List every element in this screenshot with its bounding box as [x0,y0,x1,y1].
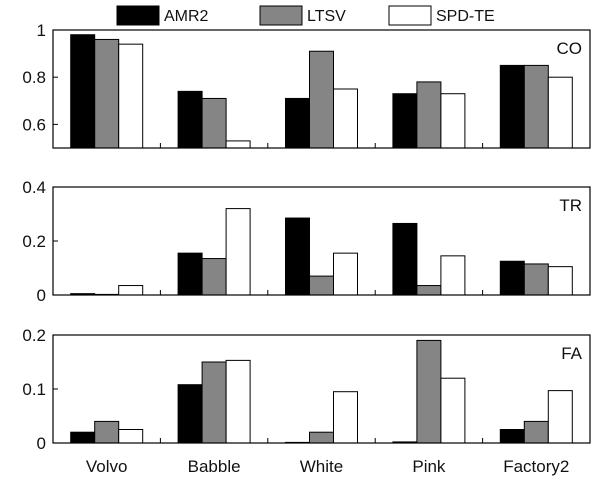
bar-fa-ltsv-volvo [94,420,120,444]
bar-co-amr2-white [285,97,310,149]
bar-co-ltsv-babble [201,97,227,149]
y-tick-label: 0.2 [22,232,46,251]
x-tick-label-factory2: Factory2 [503,457,569,476]
bar-fa-spd-te-factory2 [547,390,573,444]
bar-tr-spd-te-babble [225,208,251,296]
bar-co-amr2-volvo [70,34,96,149]
panel-label: FA [561,344,582,363]
y-tick-label: 0 [37,286,46,305]
y-tick-label: 0.2 [22,326,46,345]
bar-fa-ltsv-pink [416,339,442,444]
bar-fa-amr2-volvo [70,431,96,444]
bar-co-spd-te-pink [440,93,466,149]
bar-fa-ltsv-white [309,431,334,444]
y-tick-label: 0.4 [22,178,46,197]
bar-fa-amr2-babble [177,384,203,444]
bar-tr-ltsv-factory2 [523,263,549,296]
bar-co-ltsv-volvo [94,38,120,149]
y-tick-label: 0.1 [22,380,46,399]
bar-co-spd-te-white [333,88,358,149]
panel-co: 0.6 0.8 1 CO [22,21,591,149]
bar-co-amr2-factory2 [499,64,525,149]
bar-fa-spd-te-pink [440,377,466,444]
bar-tr-amr2-white [285,217,310,296]
legend-label-ltsv: LTSV [307,8,346,25]
y-tick-label: 1 [37,21,46,40]
bar-fa-spd-te-volvo [118,429,144,444]
legend-swatch-amr2 [116,5,160,26]
panel-tr: 0 0.2 0.4 TR [22,178,591,305]
bar-tr-spd-te-factory2 [547,266,573,296]
bar-tr-spd-te-pink [440,255,466,296]
bar-tr-spd-te-white [333,252,358,296]
y-tick-label: 0 [37,434,46,453]
legend-label-amr2: AMR2 [164,8,209,25]
bar-co-amr2-pink [392,93,418,149]
bar-tr-ltsv-babble [201,258,227,296]
bar-co-ltsv-factory2 [523,64,549,149]
bar-fa-ltsv-babble [201,361,227,444]
panel-fa: 0 0.1 0.2 FA [22,326,591,453]
bar-co-ltsv-white [309,50,334,149]
bar-fa-spd-te-white [333,391,358,444]
bar-co-spd-te-babble [225,140,251,149]
panel-frame [52,29,591,149]
panel-frame [52,334,591,444]
legend: AMR2 LTSV SPD-TE [116,5,495,26]
bar-fa-amr2-factory2 [499,429,525,444]
legend-swatch-ltsv [259,5,303,26]
bar-tr-spd-te-volvo [118,285,144,296]
panels: 0.6 0.8 1 CO 0 0.2 0.4 TR 0 0.1 0.2 FA [22,21,591,453]
x-tick-label-volvo: Volvo [86,457,128,476]
bar-co-amr2-babble [177,90,203,149]
bar-fa-ltsv-factory2 [523,420,549,444]
x-axis-labels: Volvo Babble White Pink Factory2 [86,457,569,476]
bar-co-spd-te-factory2 [547,76,573,149]
bar-tr-ltsv-pink [416,285,442,296]
panel-label: TR [559,196,582,215]
bar-tr-amr2-babble [177,252,203,296]
bar-co-spd-te-volvo [118,43,144,149]
legend-swatch-spd-te [388,5,432,26]
x-tick-label-white: White [300,457,343,476]
y-tick-label: 0.6 [22,115,46,134]
legend-label-spd-te: SPD-TE [436,8,495,25]
x-tick-label-babble: Babble [188,457,241,476]
bar-tr-amr2-pink [392,222,418,296]
panel-label: CO [557,39,583,58]
x-tick-label-pink: Pink [412,457,446,476]
bar-tr-amr2-factory2 [499,260,525,296]
bar-co-ltsv-pink [416,81,442,149]
y-tick-label: 0.8 [22,68,46,87]
bar-fa-spd-te-babble [225,359,251,444]
bar-tr-ltsv-white [309,275,334,296]
